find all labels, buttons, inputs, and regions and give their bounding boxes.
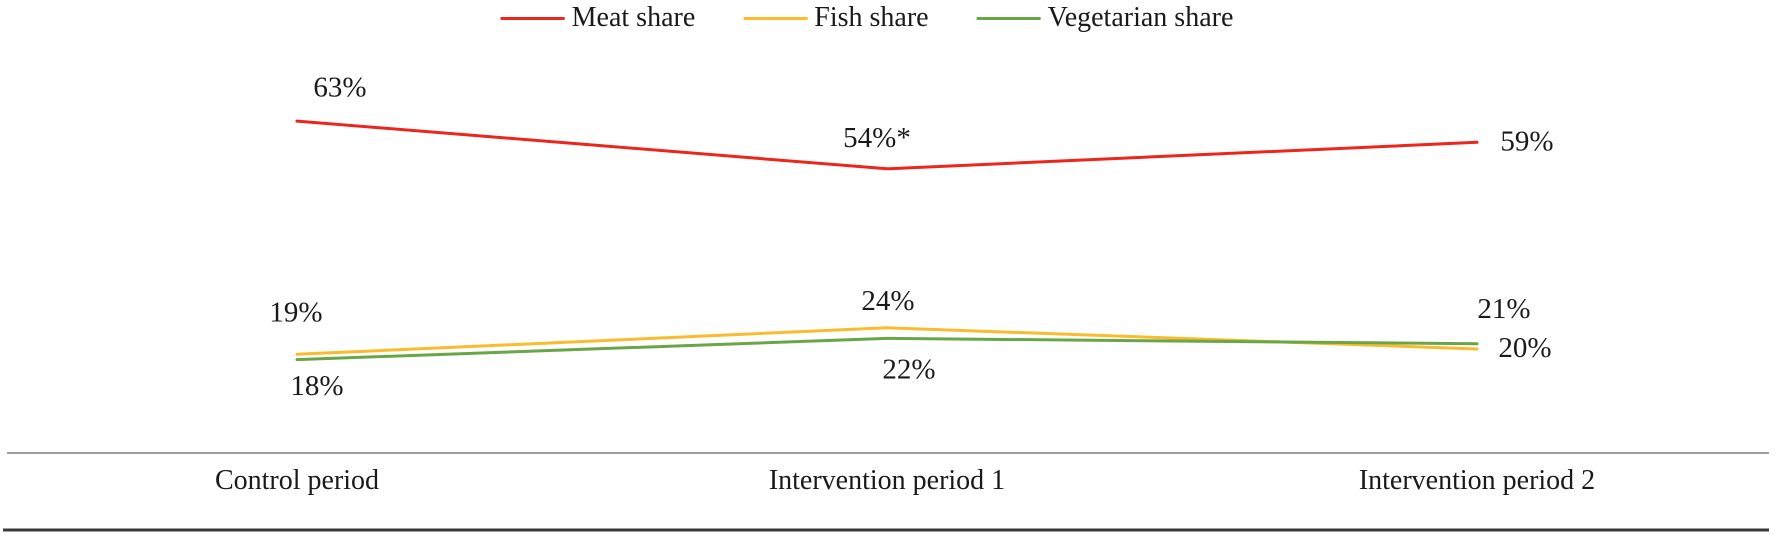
legend-item-vegetarian-share: Vegetarian share <box>976 2 1234 33</box>
data-label-meat-share-intervention-period-2: 59% <box>1500 125 1553 157</box>
legend-item-fish-share: Fish share <box>743 2 929 33</box>
data-label-fish-share-intervention-period-1: 24% <box>861 285 914 317</box>
data-label-vegetarian-share-control-period: 18% <box>290 370 343 402</box>
series-line-vegetarian-share <box>295 336 1479 362</box>
legend-line-swatch-meat-share <box>500 16 565 20</box>
legend-item-meat-share: Meat share <box>500 2 696 33</box>
data-label-meat-share-control-period: 63% <box>313 71 366 103</box>
data-label-vegetarian-share-intervention-period-2: 21% <box>1477 293 1530 325</box>
x-axis-label-intervention-period-1: Intervention period 1 <box>769 465 1005 496</box>
legend-line-swatch-fish-share <box>743 16 808 20</box>
legend-label: Fish share <box>814 2 929 33</box>
data-label-fish-share-intervention-period-2: 20% <box>1498 332 1551 364</box>
series-line-meat-share <box>295 119 1479 171</box>
data-label-fish-share-control-period: 19% <box>269 296 322 328</box>
legend-label: Meat share <box>571 2 696 33</box>
legend-line-swatch-vegetarian-share <box>976 16 1041 20</box>
data-label-vegetarian-share-intervention-period-1: 22% <box>882 354 935 386</box>
data-label-meat-share-intervention-period-1: 54%* <box>843 122 911 154</box>
x-axis-label-control-period: Control period <box>215 465 379 496</box>
x-axis-label-intervention-period-2: Intervention period 2 <box>1359 465 1595 496</box>
chart-legend: Meat share Fish share Vegetarian share <box>500 2 1234 33</box>
legend-label: Vegetarian share <box>1047 2 1234 33</box>
